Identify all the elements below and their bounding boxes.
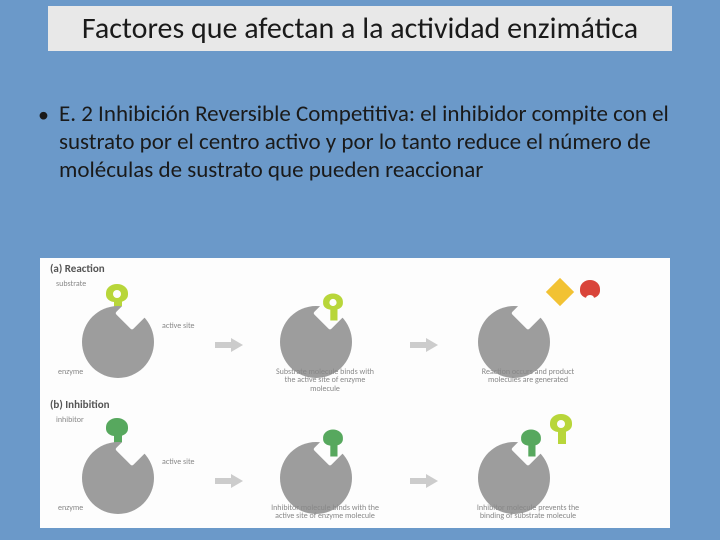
product-red-icon: [580, 280, 600, 298]
enzyme-icon: [82, 306, 154, 378]
caption-b2: Inhibitor molecule binds with the active…: [270, 504, 380, 521]
inhibitor-label: inhibitor: [56, 416, 84, 424]
arrow-icon: [215, 474, 243, 488]
caption-b3: Inhibitor molecule prevents the binding …: [468, 504, 588, 521]
arrow-icon: [410, 474, 438, 488]
substrate-label: substrate: [56, 280, 86, 288]
bullet-marker: •: [38, 102, 49, 128]
arrow-icon: [410, 338, 438, 352]
arrow-icon: [215, 338, 243, 352]
inhibitor-bound-icon: [521, 430, 541, 457]
inhibitor-bound-icon: [323, 430, 343, 457]
bullet-item: • E. 2 Inhibición Reversible Competitiva…: [38, 100, 678, 184]
enzyme-label: enzyme: [58, 504, 83, 512]
section-b-label: (b) Inhibition: [50, 398, 110, 411]
substrate-bound-icon: [323, 294, 343, 321]
slide: Factores que afectan a la actividad enzi…: [0, 0, 720, 540]
product-yellow-icon: [546, 278, 574, 306]
slide-title: Factores que afectan a la actividad enzi…: [68, 12, 652, 47]
enzyme-diagram: (a) Reaction substrate active site enzym…: [40, 258, 670, 528]
caption-a2: Substrate molecule binds with the active…: [270, 368, 380, 393]
title-box: Factores que afectan a la actividad enzi…: [48, 6, 672, 51]
substrate-blocked-icon: [550, 414, 572, 444]
enzyme-icon: [82, 442, 154, 514]
body-box: • E. 2 Inhibición Reversible Competitiva…: [38, 100, 678, 184]
section-a-label: (a) Reaction: [50, 262, 105, 275]
active-site-label: active site: [162, 322, 195, 330]
bullet-text: E. 2 Inhibición Reversible Competitiva: …: [59, 100, 678, 184]
enzyme-label: enzyme: [58, 368, 83, 376]
active-site-label: active site: [162, 458, 195, 466]
caption-a3: Reaction occurs and product molecules ar…: [468, 368, 588, 385]
